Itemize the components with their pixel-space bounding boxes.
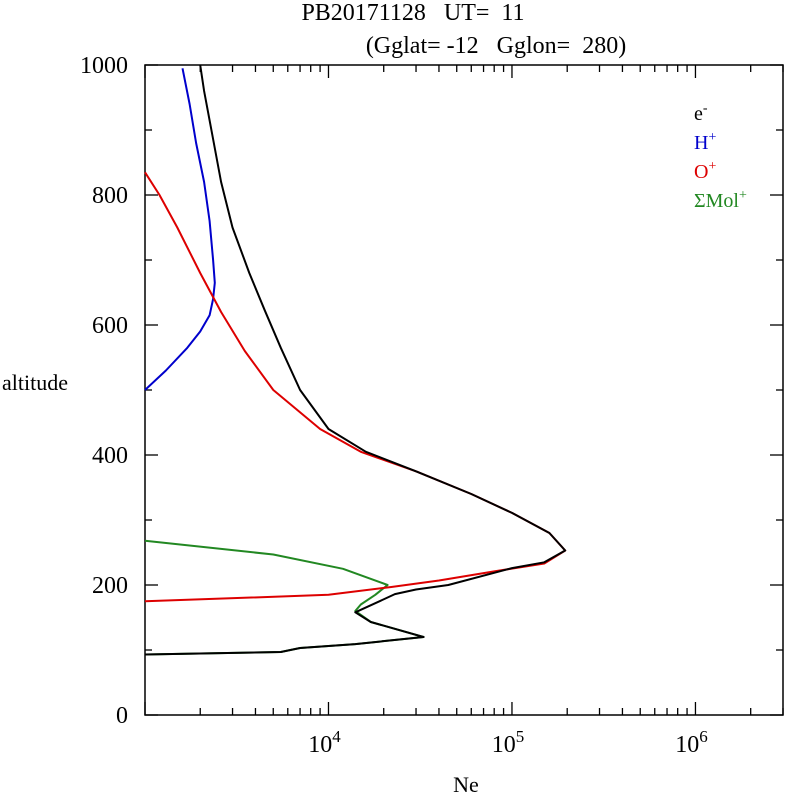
electron-profile-line: [144, 64, 567, 656]
x-tick-labels: 104 105 106: [308, 727, 707, 758]
oxygen-profile-line: [144, 171, 567, 603]
molecular-profile-line: [144, 539, 425, 656]
y-tick-label: 800: [92, 183, 128, 209]
y-tick-label: 200: [92, 573, 128, 599]
plot-frame: [144, 64, 784, 716]
y-tick-label: 0: [116, 703, 128, 729]
axis-ticks: [144, 64, 784, 716]
y-tick-label: 400: [92, 443, 128, 469]
y-tick-labels: 0 200 400 600 800 1000: [80, 53, 128, 729]
y-axis-label: altitude: [2, 370, 68, 395]
chart-title-line2: (Gglat= -12 Gglon= 280): [366, 33, 626, 59]
y-tick-label: 1000: [80, 53, 128, 79]
legend-entry-oxygen: O+: [694, 159, 716, 183]
x-tick-label: 106: [675, 727, 708, 758]
y-tick-label: 600: [92, 313, 128, 339]
series-layer: [144, 64, 567, 656]
x-tick-label: 105: [492, 727, 524, 758]
legend: e- H+ O+ ΣMol+: [694, 101, 747, 212]
legend-entry-molecular: ΣMol+: [694, 188, 747, 212]
hydrogen-profile-line: [144, 68, 216, 391]
chart-title-line1: PB20171128 UT= 11: [301, 0, 524, 26]
legend-entry-electron: e-: [694, 101, 708, 125]
x-axis-label: Ne: [453, 772, 479, 795]
legend-entry-hydrogen: H+: [694, 130, 716, 154]
x-tick-label: 104: [308, 727, 341, 758]
